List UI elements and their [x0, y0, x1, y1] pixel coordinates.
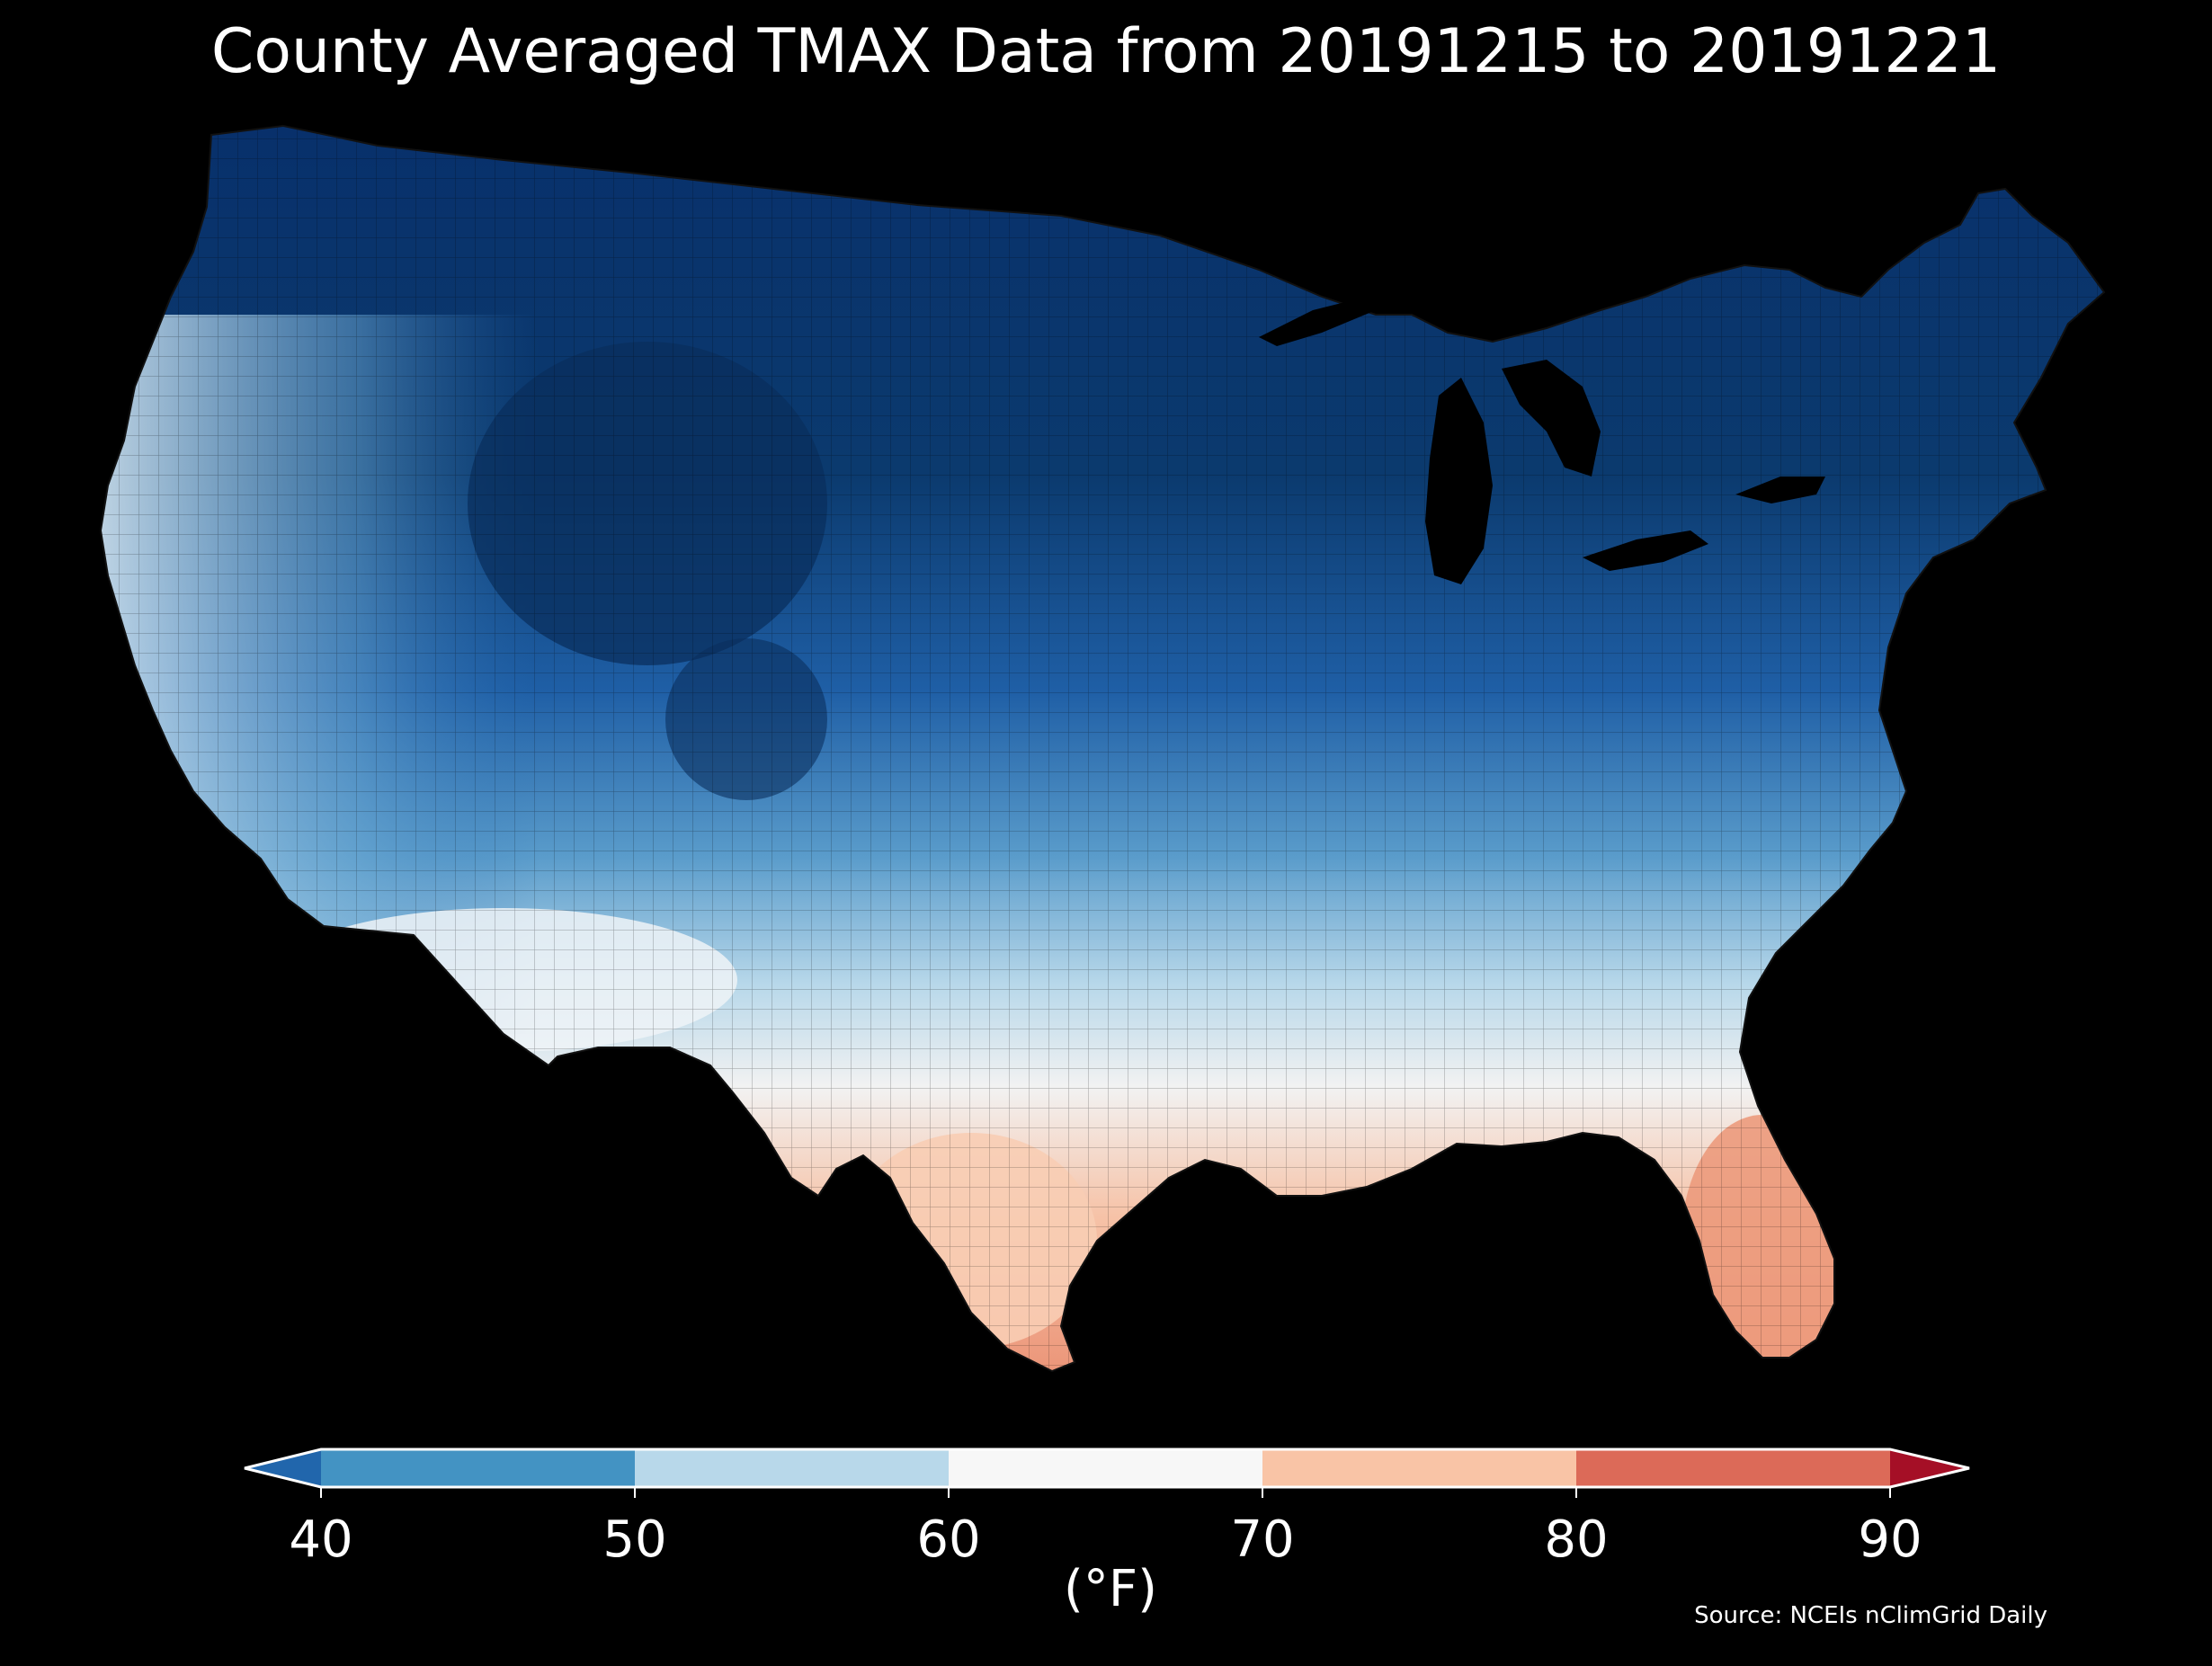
colorbar-bin-40-50 — [321, 1449, 635, 1487]
colorbar-under-arrow — [245, 1449, 321, 1487]
colorbar-bin-60-70 — [949, 1449, 1262, 1487]
colorbar-tick-label: 70 — [1230, 1510, 1295, 1569]
colorbar-bin-70-80 — [1262, 1449, 1576, 1487]
source-credit: Source: NCEIs nClimGrid Daily — [1694, 1602, 2047, 1629]
colorbar-tick-label: 60 — [916, 1510, 981, 1569]
colorbar-tick-label: 90 — [1858, 1510, 1922, 1569]
colorbar-bin-50-60 — [635, 1449, 949, 1487]
map-title: County Averaged TMAX Data from 20191215 … — [210, 16, 2002, 87]
colorbar-bin-80-90 — [1576, 1449, 1890, 1487]
colorbar-tick-label: 80 — [1544, 1510, 1609, 1569]
colorbar-tick-label: 40 — [289, 1510, 353, 1569]
great-lakes — [1259, 283, 1825, 584]
colorbar-unit-label: (°F) — [1064, 1560, 1157, 1618]
colorbar-over-arrow — [1890, 1449, 1969, 1487]
colorbar-tick-label: 50 — [602, 1510, 667, 1569]
